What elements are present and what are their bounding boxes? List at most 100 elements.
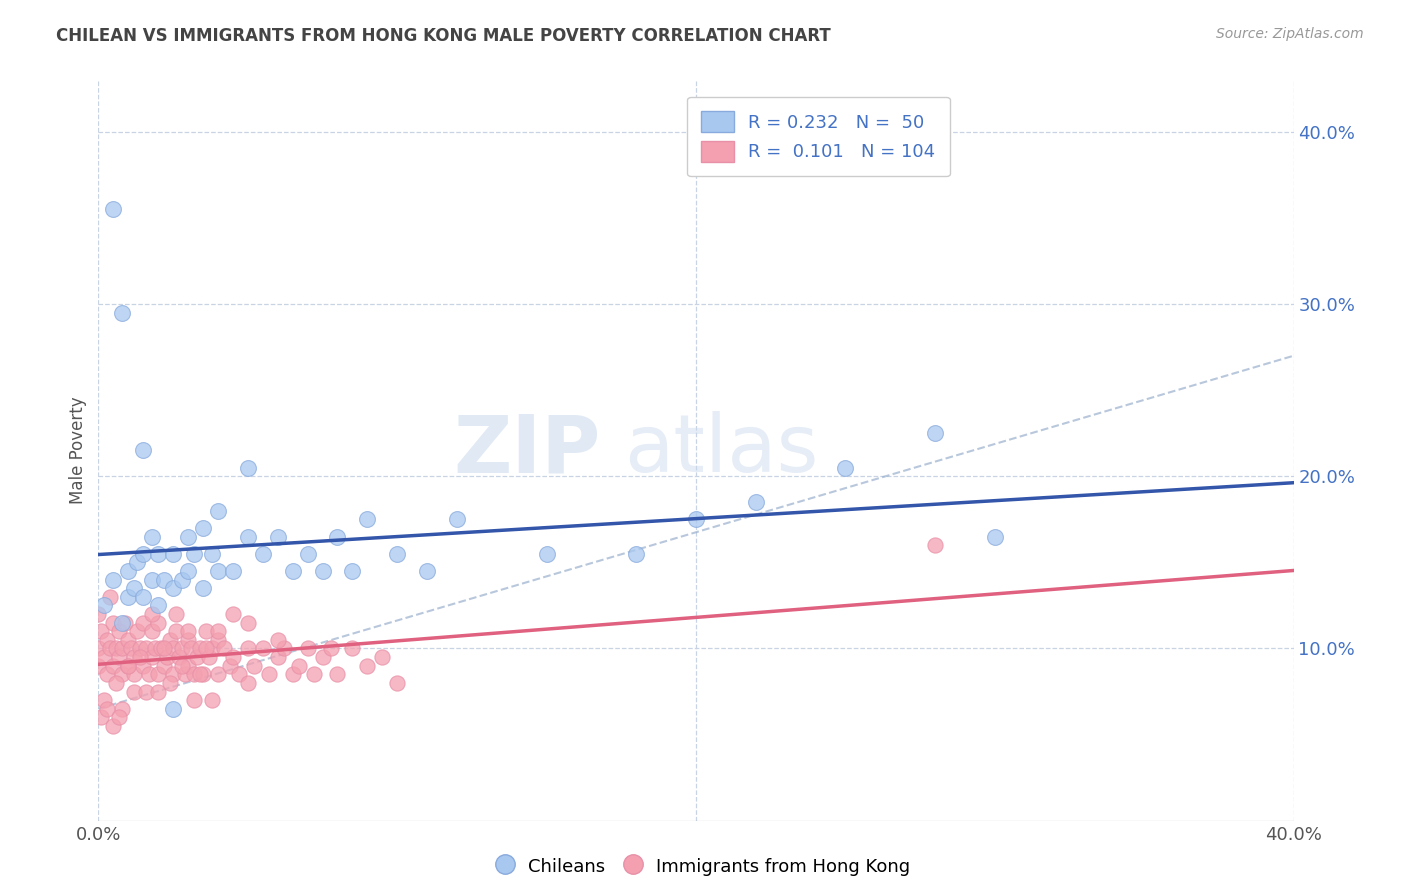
Point	[257, 667, 280, 681]
Point	[195, 624, 218, 639]
Point	[108, 710, 131, 724]
Point	[127, 624, 149, 639]
Point	[124, 650, 146, 665]
Point	[111, 641, 134, 656]
Point	[195, 641, 218, 656]
Point	[108, 624, 131, 639]
Point	[191, 521, 214, 535]
Point	[111, 702, 134, 716]
Point	[536, 547, 558, 561]
Point	[302, 667, 325, 681]
Text: CHILEAN VS IMMIGRANTS FROM HONG KONG MALE POVERTY CORRELATION CHART: CHILEAN VS IMMIGRANTS FROM HONG KONG MAL…	[56, 27, 831, 45]
Point	[191, 667, 214, 681]
Point	[162, 667, 184, 681]
Point	[132, 615, 155, 630]
Point	[120, 641, 142, 656]
Point	[98, 641, 122, 656]
Point	[111, 306, 134, 320]
Point	[165, 607, 187, 621]
Point	[93, 650, 115, 665]
Legend: Chileans, Immigrants from Hong Kong: Chileans, Immigrants from Hong Kong	[489, 849, 917, 883]
Point	[103, 658, 125, 673]
Point	[103, 719, 125, 733]
Point	[167, 650, 190, 665]
Point	[114, 615, 136, 630]
Point	[132, 547, 155, 561]
Y-axis label: Male Poverty: Male Poverty	[69, 397, 87, 504]
Point	[132, 658, 155, 673]
Point	[93, 693, 115, 707]
Point	[183, 693, 205, 707]
Point	[180, 641, 202, 656]
Point	[96, 667, 118, 681]
Point	[90, 710, 112, 724]
Point	[287, 658, 309, 673]
Point	[153, 658, 176, 673]
Point	[177, 530, 200, 544]
Point	[219, 658, 242, 673]
Point	[297, 641, 319, 656]
Point	[172, 573, 194, 587]
Point	[222, 650, 245, 665]
Point	[129, 650, 152, 665]
Point	[124, 667, 146, 681]
Point	[198, 650, 221, 665]
Point	[103, 202, 125, 217]
Point	[96, 632, 118, 647]
Point	[356, 658, 378, 673]
Point	[87, 607, 110, 621]
Point	[148, 667, 170, 681]
Point	[321, 641, 343, 656]
Point	[103, 573, 125, 587]
Point	[172, 641, 194, 656]
Point	[252, 547, 274, 561]
Point	[188, 667, 211, 681]
Point	[111, 615, 134, 630]
Point	[135, 641, 157, 656]
Point	[385, 676, 409, 690]
Point	[135, 684, 157, 698]
Point	[93, 599, 115, 613]
Point	[222, 607, 245, 621]
Legend: R = 0.232   N =  50, R =  0.101   N = 104: R = 0.232 N = 50, R = 0.101 N = 104	[688, 96, 950, 177]
Point	[177, 624, 200, 639]
Point	[159, 632, 181, 647]
Point	[141, 624, 163, 639]
Point	[143, 641, 166, 656]
Text: atlas: atlas	[624, 411, 818, 490]
Point	[236, 641, 259, 656]
Point	[385, 547, 409, 561]
Point	[148, 599, 170, 613]
Point	[132, 443, 155, 458]
Point	[281, 564, 304, 578]
Point	[103, 615, 125, 630]
Point	[207, 632, 229, 647]
Point	[201, 641, 224, 656]
Point	[243, 658, 266, 673]
Point	[626, 547, 648, 561]
Point	[117, 590, 139, 604]
Point	[207, 504, 229, 518]
Point	[98, 590, 122, 604]
Point	[105, 676, 128, 690]
Point	[153, 573, 176, 587]
Point	[111, 667, 134, 681]
Point	[201, 693, 224, 707]
Point	[236, 615, 259, 630]
Point	[207, 564, 229, 578]
Point	[924, 538, 946, 552]
Point	[371, 650, 394, 665]
Point	[183, 547, 205, 561]
Point	[342, 564, 364, 578]
Point	[222, 564, 245, 578]
Point	[174, 667, 197, 681]
Point	[183, 667, 205, 681]
Point	[148, 547, 170, 561]
Point	[186, 650, 208, 665]
Point	[162, 547, 184, 561]
Point	[129, 641, 152, 656]
Point	[132, 590, 155, 604]
Point	[141, 650, 163, 665]
Point	[138, 667, 160, 681]
Point	[207, 624, 229, 639]
